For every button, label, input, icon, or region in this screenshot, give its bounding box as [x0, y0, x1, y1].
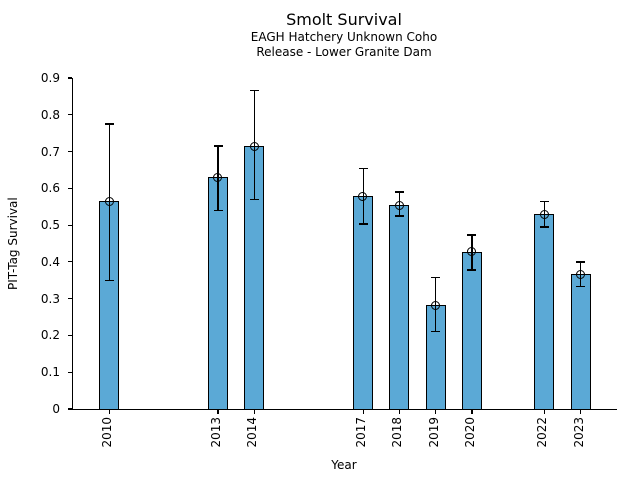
point-marker-2019	[430, 300, 440, 310]
chart-title: Smolt Survival	[286, 10, 402, 29]
y-tick-mark	[68, 408, 72, 410]
chart-subtitle-line1: EAGH Hatchery Unknown Coho	[250, 30, 438, 44]
y-tick-label: 0.1	[40, 365, 60, 380]
x-tick-label: 2023	[571, 417, 586, 448]
point-marker-2013	[213, 173, 223, 182]
error-cap-low-2018	[394, 215, 404, 217]
error-cap-low-2019	[431, 331, 441, 333]
x-tick-mark	[580, 410, 582, 414]
x-tick-mark	[543, 410, 546, 414]
y-tick-mark	[68, 371, 72, 373]
point-marker-2018	[394, 200, 404, 210]
y-tick-label: 0	[52, 402, 60, 416]
y-tick-label: 0.7	[40, 144, 60, 159]
x-tick-mark	[217, 410, 219, 414]
bar-2020	[461, 251, 482, 409]
error-cap-high-2020	[467, 234, 477, 236]
error-cap-low-2020	[467, 269, 477, 271]
y-tick-label: 0.4	[40, 254, 60, 269]
point-marker-2022	[539, 209, 549, 219]
error-cap-high-2010	[104, 123, 114, 125]
y-tick-label: 0.5	[40, 218, 60, 233]
chart-header: Smolt Survival EAGH Hatchery Unknown Coh…	[72, 10, 616, 60]
y-tick-label: 0.6	[40, 181, 60, 196]
error-cap-low-2010	[104, 279, 114, 281]
point-marker-2017	[358, 192, 368, 202]
x-tick-label: 2010	[100, 417, 115, 448]
x-tick-label: 2019	[426, 417, 441, 448]
x-tick-label: 2013	[209, 417, 224, 448]
y-tick-mark	[68, 114, 72, 116]
y-tick-label: 0.9	[40, 71, 60, 85]
x-tick-mark	[108, 410, 110, 414]
bar-2013	[208, 177, 229, 409]
error-cap-low-2022	[539, 226, 549, 228]
error-cap-low-2017	[358, 223, 368, 225]
error-cap-high-2013	[213, 145, 223, 147]
point-marker-2023	[576, 270, 586, 280]
y-tick-mark	[68, 77, 72, 79]
x-tick-mark	[362, 410, 364, 414]
y-tick-label: 0.2	[40, 328, 60, 343]
error-cap-low-2013	[213, 209, 223, 211]
y-tick-mark	[68, 224, 72, 226]
chart-subtitle-line2: Release - Lower Granite Dam	[256, 45, 432, 59]
y-tick-label: 0.3	[40, 291, 60, 306]
bar-2022	[534, 214, 555, 409]
y-tick-labels: 0 0.1 0.2 0.3 0.4 0.5 0.6 0.7 0.8 0.9	[0, 71, 64, 416]
x-tick-label: 2020	[462, 417, 477, 448]
point-marker-2014	[249, 141, 259, 151]
error-cap-low-2023	[576, 285, 586, 287]
x-tick-label: 2014	[245, 417, 260, 448]
x-tick-label: 2018	[390, 417, 405, 448]
y-tick-label: 0.8	[40, 107, 60, 122]
y-tick-mark	[68, 298, 72, 300]
bar-2018	[389, 204, 410, 409]
x-tick-mark	[435, 410, 437, 414]
point-marker-2010	[104, 196, 114, 206]
plot-area	[68, 77, 617, 414]
error-cap-high-2023	[576, 261, 586, 263]
bar-2017	[353, 196, 374, 409]
y-tick-mark	[68, 261, 72, 263]
error-cap-high-2018	[394, 191, 404, 193]
point-marker-2020	[467, 247, 477, 257]
y-tick-mark	[68, 150, 72, 153]
x-tick-label: 2017	[354, 417, 369, 448]
x-tick-labels: 2010 2013 2014 2017 2018 2019 2020 2022 2023	[72, 413, 616, 457]
error-cap-low-2014	[249, 198, 259, 200]
x-tick-label: 2022	[535, 417, 550, 448]
error-cap-high-2019	[431, 276, 441, 278]
y-tick-mark	[68, 334, 72, 337]
x-tick-mark	[253, 410, 255, 414]
x-axis-label: Year	[331, 458, 357, 472]
x-tick-mark	[398, 410, 400, 414]
error-cap-high-2022	[539, 200, 549, 202]
y-tick-mark	[68, 187, 72, 189]
error-cap-high-2014	[249, 90, 259, 92]
bar-2023	[570, 274, 591, 409]
x-tick-mark	[471, 410, 473, 414]
error-cap-high-2017	[358, 167, 368, 169]
